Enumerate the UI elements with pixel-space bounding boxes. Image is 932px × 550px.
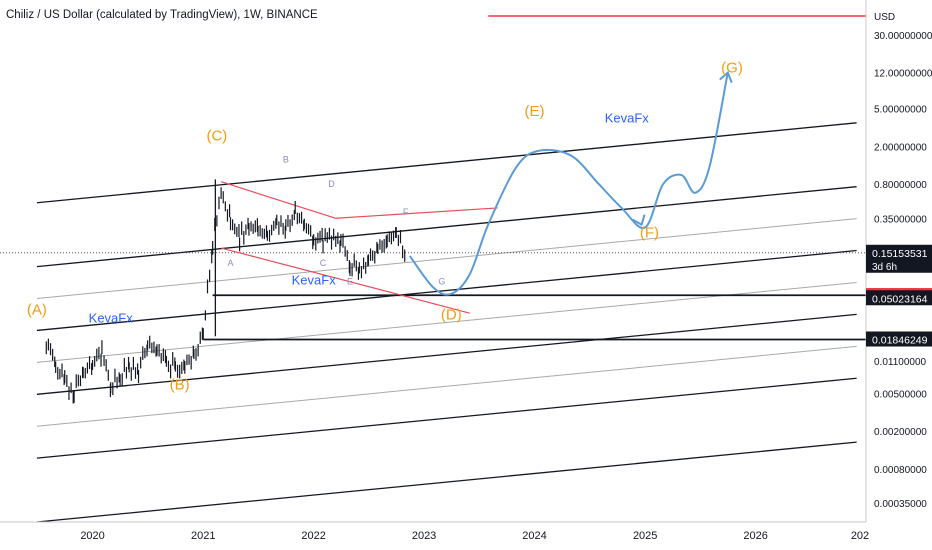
channel-line (36, 313, 857, 395)
price-tick-label: 2.00000000 (874, 142, 927, 153)
price-label-box (866, 244, 932, 273)
price-tick-label: 0.00200000 (874, 427, 927, 438)
wave-label-minor: D (328, 179, 335, 189)
watermark-label: KevaFx (89, 310, 134, 325)
channel-midline (36, 345, 857, 427)
wave-label-minor: B (283, 155, 289, 165)
channel-line (36, 122, 857, 204)
price-tick-label: 0.01100000 (874, 357, 927, 368)
time-tick-label: 2024 (522, 530, 546, 542)
wave-label-major: (E) (524, 103, 544, 120)
wave-label-major: (A) (27, 301, 47, 318)
price-tick-label: 0.35000000 (874, 214, 927, 225)
channel-midline (36, 218, 857, 300)
triangle-ext-line (335, 207, 498, 219)
price-tick-label: 30.00000000 (874, 31, 932, 42)
projection-path (409, 72, 729, 296)
channel-line (36, 249, 857, 332)
arrowhead (632, 214, 646, 227)
time-tick-label: 2023 (412, 530, 436, 542)
price-axis-bg (866, 0, 932, 550)
wave-label-major: (C) (206, 128, 227, 145)
price-tick-label: 0.80000000 (874, 180, 927, 191)
channel-line (36, 441, 857, 523)
triangle-lower-line (220, 247, 470, 314)
price-label-text: 0.01846249 (872, 334, 928, 346)
price-tick-label: 0.00080000 (874, 465, 927, 476)
price-label-box (866, 331, 932, 347)
wave-label-minor: C (320, 258, 327, 268)
price-tick-label: 0.00035000 (874, 499, 927, 510)
wave-label-major: (G) (721, 60, 743, 77)
price-label-sub: 3d 6h (872, 262, 897, 273)
wave-label-minor: F (403, 207, 409, 217)
triangle-upper-line (220, 181, 336, 219)
chart-title: Chiliz / US Dollar (calculated by Tradin… (6, 9, 318, 21)
arrowhead (719, 70, 733, 84)
watermark-label: KevaFx (605, 110, 650, 125)
wave-label-major: (B) (170, 376, 190, 393)
time-tick-label: 2020 (80, 530, 104, 542)
wave-label-major: (F) (640, 224, 659, 241)
price-axis-unit: USD (874, 12, 895, 23)
wave-label-minor: E (347, 277, 353, 287)
watermark-label: KevaFx (292, 273, 337, 288)
time-tick-label: 2026 (743, 530, 767, 542)
price-label-box (866, 290, 932, 306)
time-tick-label: 2025 (633, 530, 657, 542)
time-tick-label: 2021 (191, 530, 215, 542)
price-label-text: 0.15153531 (872, 248, 928, 260)
channel-line (36, 377, 857, 459)
wave-label-major: (D) (441, 306, 462, 323)
time-tick-label: 202 (851, 530, 869, 542)
wave-label-minor: A (227, 258, 233, 268)
time-tick-label: 2022 (301, 530, 325, 542)
channel-line (36, 186, 857, 268)
wave-label-minor: G (438, 277, 445, 287)
price-label-text: 0.05023164 (872, 293, 928, 305)
price-tick-label: 5.00000000 (874, 105, 927, 116)
price-tick-label: 12.00000000 (874, 69, 932, 80)
price-tick-label: 0.00500000 (874, 389, 927, 400)
